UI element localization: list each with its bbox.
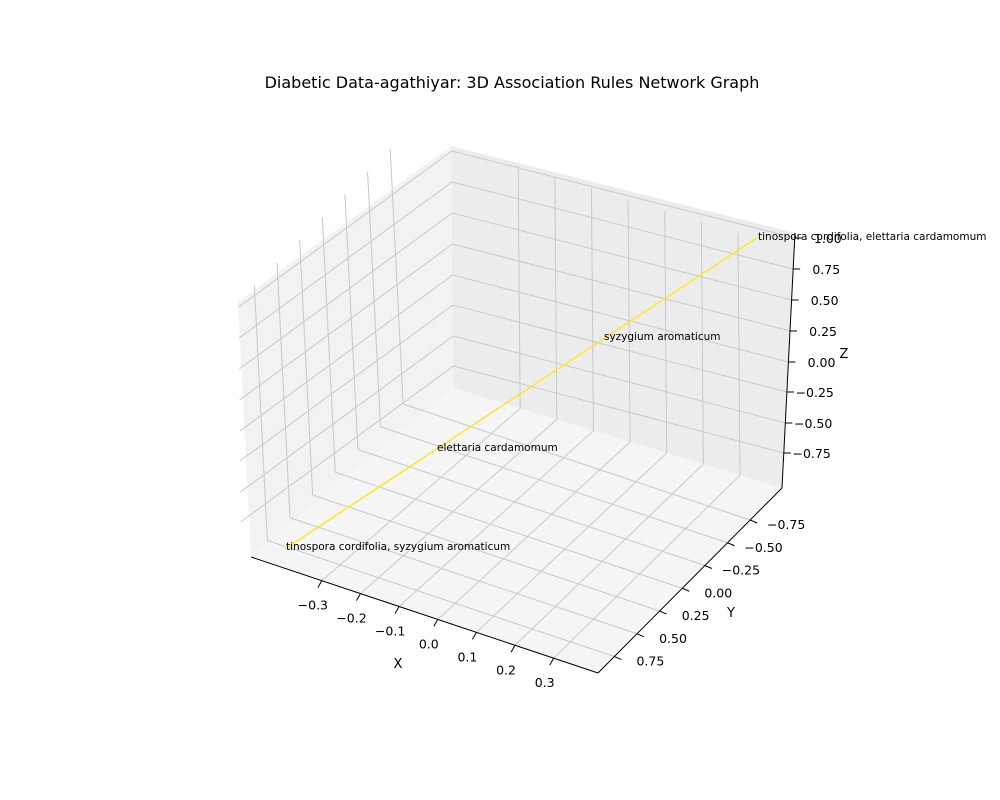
z-back-gridline xyxy=(453,335,786,424)
node-labels: tinospora cordifolia, syzygium aromaticu… xyxy=(286,231,986,553)
y-tick xyxy=(749,519,758,524)
z-tick-label: 0.25 xyxy=(809,324,837,339)
y-wall-gridline xyxy=(253,285,268,541)
z-back-gridline xyxy=(452,304,788,393)
z-left-gridline xyxy=(238,181,453,339)
x-wall-gridline xyxy=(737,233,741,476)
x-tick xyxy=(433,619,439,627)
axis-ticks xyxy=(250,232,802,674)
z-left-gridline xyxy=(239,304,454,462)
x-wall-gridline xyxy=(700,222,704,465)
x-tick-label: −0.2 xyxy=(336,611,366,626)
y-axis-line xyxy=(597,487,783,674)
z-back-gridline xyxy=(452,243,791,332)
x-tick-label: −0.3 xyxy=(298,598,328,613)
network-edges xyxy=(284,236,759,550)
z-back-gridline xyxy=(452,274,789,363)
gridlines xyxy=(238,148,795,659)
y-tick xyxy=(727,542,735,547)
x-tick-label: −0.1 xyxy=(375,624,405,639)
y-floor-gridline xyxy=(335,471,683,589)
x-floor-gridline xyxy=(437,441,631,620)
node-label: tinospora cordifolia, elettaria cardamom… xyxy=(758,231,986,243)
x-tick-label: 0.0 xyxy=(419,636,439,651)
x-wall-gridline xyxy=(664,210,668,453)
y-axis-label: Y xyxy=(726,606,735,621)
z-left-gridline xyxy=(238,212,453,370)
x-floor-gridline xyxy=(360,419,558,594)
z-left-gridline xyxy=(239,243,453,401)
z-tick-label: 0.50 xyxy=(811,293,839,308)
z-back-gridline xyxy=(451,181,794,270)
z-tick-label: 1.00 xyxy=(814,231,842,246)
z-left-gridline xyxy=(240,365,454,523)
x-axis-label: X xyxy=(394,657,403,672)
x-floor-gridline xyxy=(321,408,521,582)
x-tick-label: 0.2 xyxy=(496,662,516,677)
z-tick-label: −0.25 xyxy=(796,385,834,400)
y-wall-gridline xyxy=(321,217,336,473)
y-tick xyxy=(614,656,622,660)
x-tick-label: 0.1 xyxy=(457,649,477,664)
y-tick xyxy=(682,587,690,592)
z-left-gridline xyxy=(239,274,454,432)
x-tick xyxy=(510,645,516,653)
x-wall-gridline xyxy=(590,188,594,431)
y-wall-gridline xyxy=(276,262,291,518)
floor-pane xyxy=(251,388,782,673)
y-tick-label: 0.50 xyxy=(659,631,687,646)
y-tick xyxy=(704,565,713,569)
z-tick-label: 0.00 xyxy=(808,355,836,370)
y-tick-label: −0.50 xyxy=(744,540,782,555)
z-tick-label: −0.50 xyxy=(794,416,832,431)
node-label: syzygium aromaticum xyxy=(604,331,721,343)
y-tick xyxy=(636,633,645,638)
z-back-gridline xyxy=(451,150,795,239)
y-wall-gridline xyxy=(389,148,404,405)
z-back-gridline xyxy=(453,365,784,454)
y-floor-gridline xyxy=(403,403,751,521)
z-axis-line xyxy=(781,232,796,489)
y-tick-label: −0.25 xyxy=(722,563,760,578)
chart-title: Diabetic Data-agathiyar: 3D Association … xyxy=(265,73,760,92)
x-tick xyxy=(317,580,323,588)
y-tick-label: 0.75 xyxy=(636,654,664,669)
x-floor-gridline xyxy=(476,452,668,633)
x-tick-label: 0.3 xyxy=(535,675,555,690)
y-tick-label: 0.00 xyxy=(704,585,732,600)
x-tick xyxy=(549,657,555,666)
y-wall-gridline xyxy=(299,239,314,496)
x-wall-gridline xyxy=(517,166,521,409)
y-floor-gridline xyxy=(380,426,728,544)
y-tick-label: −0.75 xyxy=(767,517,805,532)
y-tick-label: 0.25 xyxy=(682,608,710,623)
y-floor-gridline xyxy=(357,449,706,566)
z-back-gridline xyxy=(452,212,792,301)
z-axis-label: Z xyxy=(840,347,849,362)
node-label: elettaria cardamomum xyxy=(437,442,558,454)
tick-labels: −0.3 −0.2 −0.1 0.0 0.1 0.2 0.3 0.75 0.50 0.25 0.00… xyxy=(298,231,842,690)
y-tick xyxy=(659,610,667,615)
x-tick xyxy=(356,593,361,601)
x-tick xyxy=(471,632,477,640)
y-wall-gridline xyxy=(367,171,382,427)
z-left-gridline xyxy=(239,335,454,493)
node-label: tinospora cordifolia, syzygium aromaticu… xyxy=(286,541,510,553)
x-axis-line xyxy=(250,556,599,674)
z-tick-label: −0.75 xyxy=(792,446,830,461)
z-left-gridline xyxy=(238,150,453,308)
x-tick xyxy=(394,606,400,614)
y-floor-gridline xyxy=(312,494,660,612)
y-floor-gridline xyxy=(267,540,615,658)
x-floor-gridline xyxy=(398,430,594,607)
z-tick-label: 0.75 xyxy=(812,262,840,277)
x-wall-gridline xyxy=(554,177,558,420)
association-edge xyxy=(284,236,759,550)
y-floor-gridline xyxy=(289,517,638,635)
